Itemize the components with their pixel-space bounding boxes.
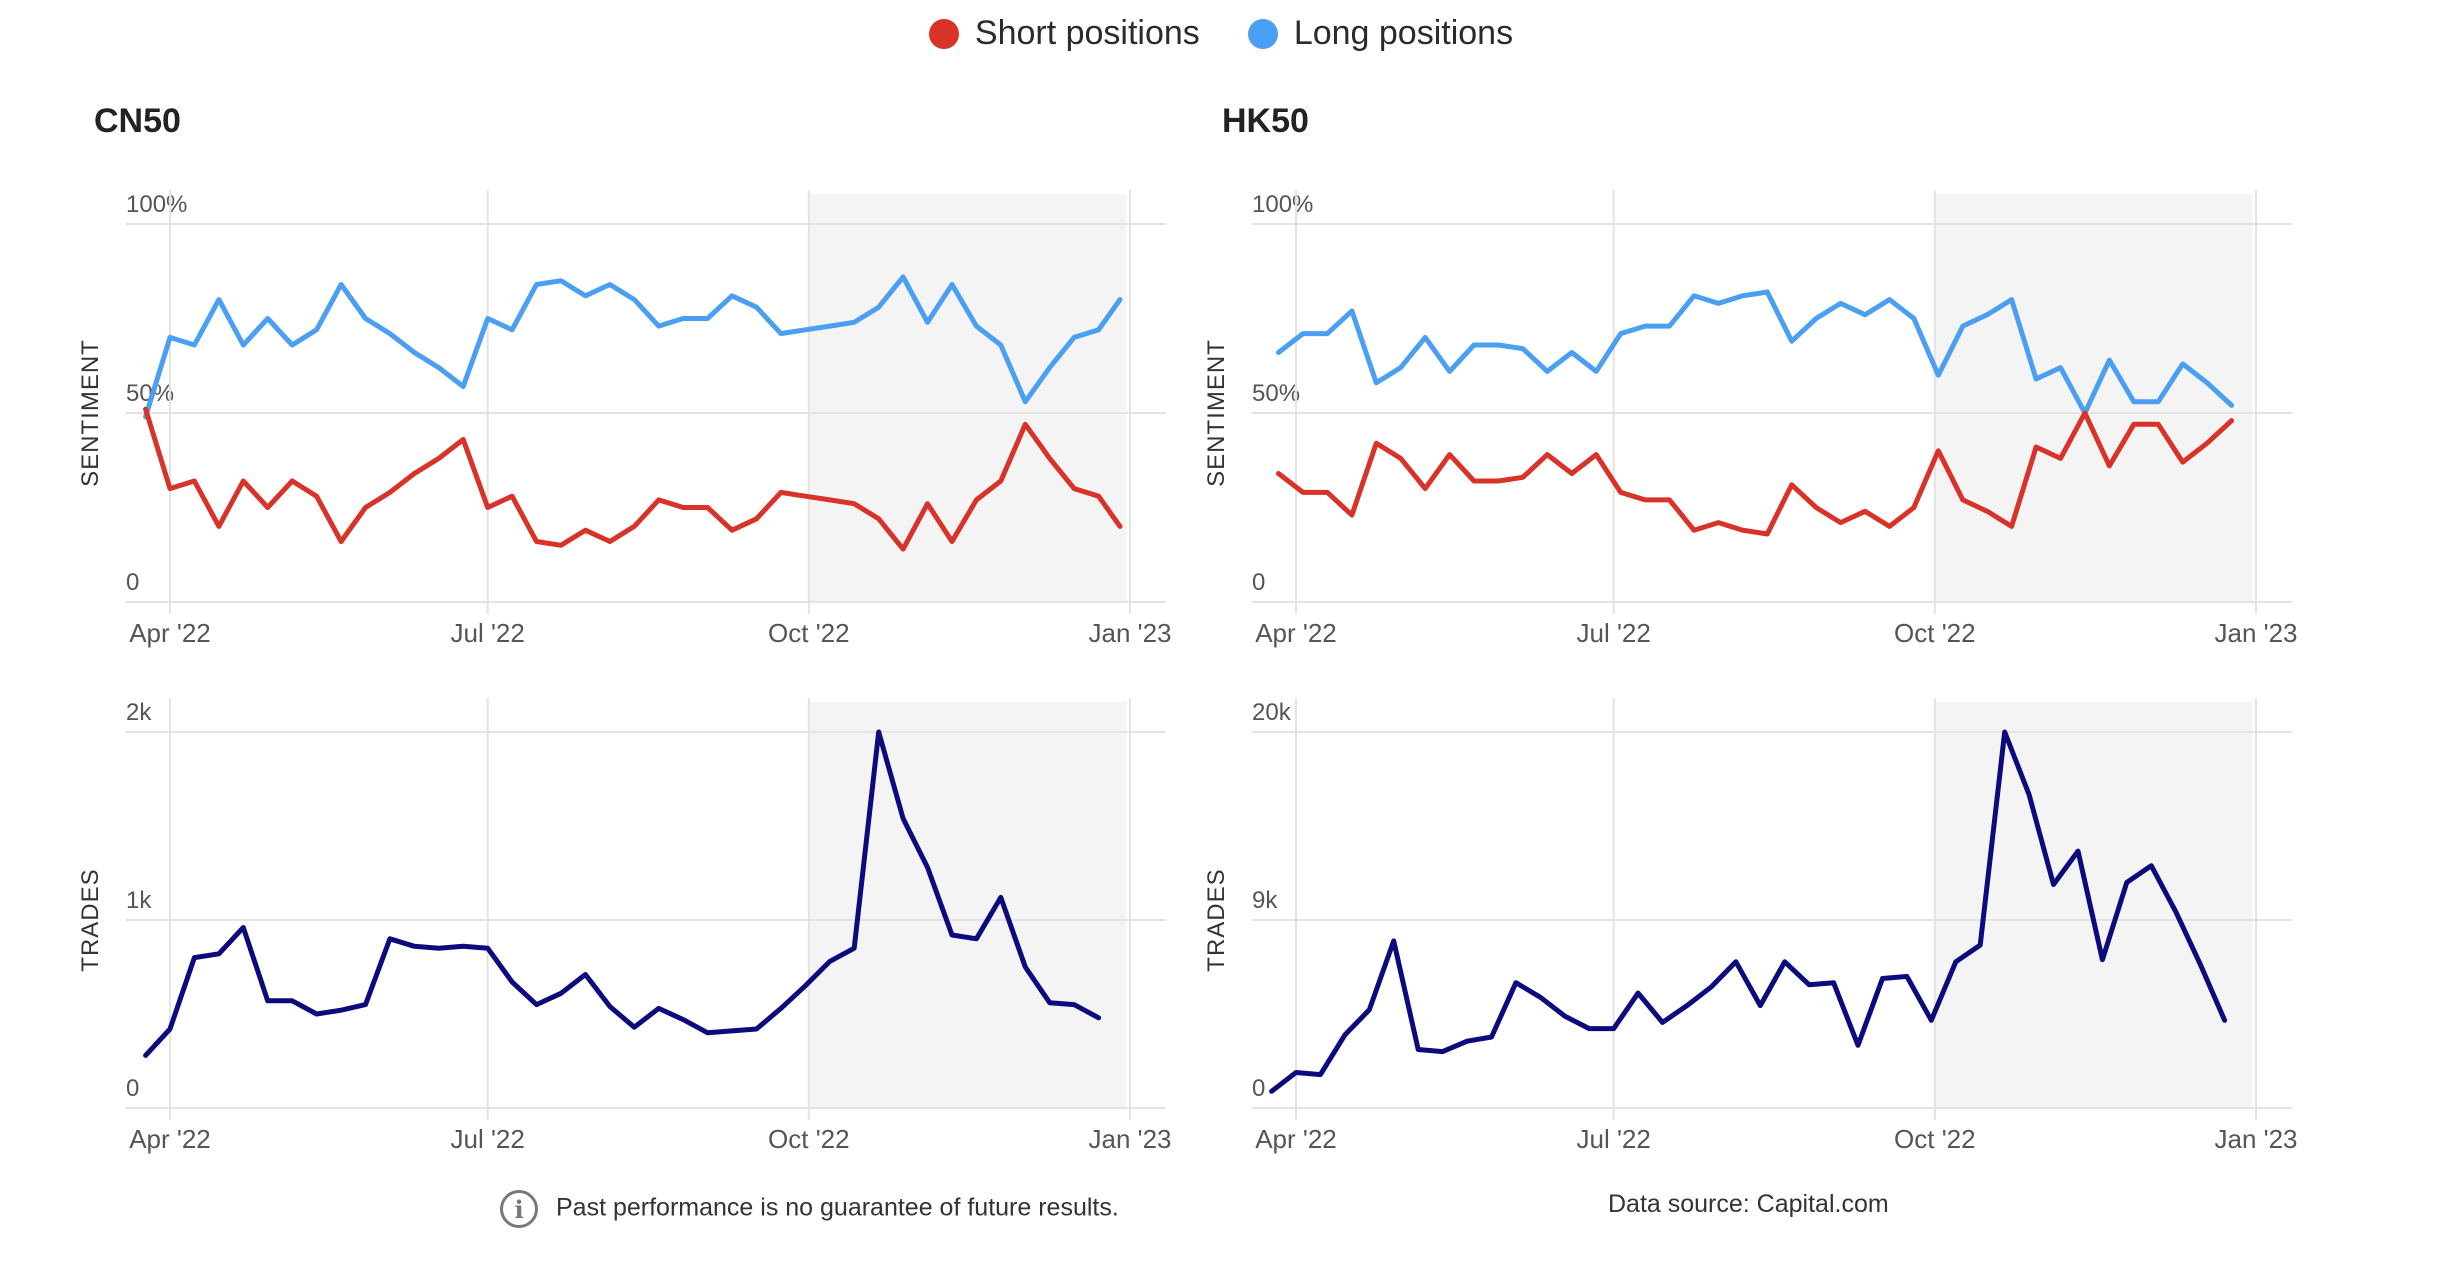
hk50-sentiment-short-positions-line (1276, 410, 2235, 537)
hk50-trades-x-tick-label: Apr '22 (1255, 1124, 1337, 1154)
cn50-sentiment-shaded-region (808, 194, 1127, 602)
cn50-sentiment-x-tick-label: Jan '23 (1088, 618, 1171, 648)
cn50-sentiment-x-tick-label: Oct '22 (768, 618, 850, 648)
legend-item-long[interactable]: Long positions (1247, 14, 1514, 53)
legend-item-short[interactable]: Short positions (928, 14, 1200, 53)
legend-short-label: Short positions (974, 14, 1200, 52)
cn50-trades-x-tick-label: Apr '22 (129, 1124, 211, 1154)
hk50-trades-y-axis-label: TRADES (1203, 868, 1230, 971)
hk50-sentiment-y-axis-label: SENTIMENT (1203, 339, 1230, 487)
cn50-trades-x-tick-label: Jul '22 (451, 1124, 525, 1154)
cn50-trades-shaded-region (808, 702, 1127, 1108)
cn50-sentiment-y-axis-label: SENTIMENT (77, 339, 104, 487)
cn50-trades-y-tick-label: 1k (126, 887, 152, 914)
hk50-title: HK50 (1222, 102, 1309, 140)
cn50-sentiment-short-positions-line (143, 406, 1123, 552)
hk50-sentiment-x-tick-label: Apr '22 (1255, 618, 1337, 648)
disclaimer-text: Past performance is no guarantee of futu… (556, 1193, 1119, 1222)
cn50-trades-y-tick-label: 2k (126, 699, 152, 726)
cn50-sentiment-long-positions-line (143, 274, 1123, 420)
cn50-trades-x-tick-label: Oct '22 (768, 1124, 850, 1154)
legend: Short positions Long positions (0, 14, 2442, 53)
hk50-trades-y-tick-label: 0 (1252, 1075, 1265, 1102)
hk50-sentiment-y-tick-label: 0 (1252, 569, 1265, 596)
hk50-trades-trades-line (1269, 729, 2228, 1094)
long-positions-dot-icon (1247, 18, 1278, 49)
info-icon[interactable]: i (500, 1190, 538, 1228)
cn50-trades-y-tick-label: 0 (126, 1075, 139, 1102)
hk50-trades-x-tick-label: Jul '22 (1577, 1124, 1651, 1154)
cn50-sentiment-y-tick-label: 100% (126, 191, 187, 218)
hk50-trades-shaded-region (1934, 702, 2253, 1108)
hk50-sentiment-y-tick-label: 50% (1252, 380, 1300, 407)
hk50-trades-x-tick-label: Oct '22 (1894, 1124, 1976, 1154)
hk50-sentiment-long-positions-line (1276, 289, 2235, 416)
cn50-trades-x-tick-label: Jan '23 (1088, 1124, 1171, 1154)
cn50-sentiment-y-tick-label: 0 (126, 569, 139, 596)
data-source: Data source: Capital.com (1608, 1190, 1889, 1218)
disclaimer-note: i Past performance is no guarantee of fut… (500, 1190, 1119, 1228)
cn50-sentiment-x-tick-label: Apr '22 (129, 618, 211, 648)
hk50-trades-x-tick-label: Jan '23 (2214, 1124, 2297, 1154)
short-positions-dot-icon (928, 18, 959, 49)
hk50-trades-y-tick-label: 20k (1252, 699, 1292, 726)
hk50-sentiment-x-tick-label: Jul '22 (1577, 618, 1651, 648)
hk50-trades-y-tick-label: 9k (1252, 887, 1278, 914)
cn50-title: CN50 (94, 102, 181, 140)
hk50-sentiment-x-tick-label: Oct '22 (1894, 618, 1976, 648)
cn50-trades-y-axis-label: TRADES (77, 868, 104, 971)
legend-long-label: Long positions (1293, 14, 1514, 52)
cn50-trades-trades-line (143, 729, 1102, 1058)
cn50-sentiment-x-tick-label: Jul '22 (451, 618, 525, 648)
hk50-sentiment-y-tick-label: 100% (1252, 191, 1313, 218)
hk50-sentiment-x-tick-label: Jan '23 (2214, 618, 2297, 648)
